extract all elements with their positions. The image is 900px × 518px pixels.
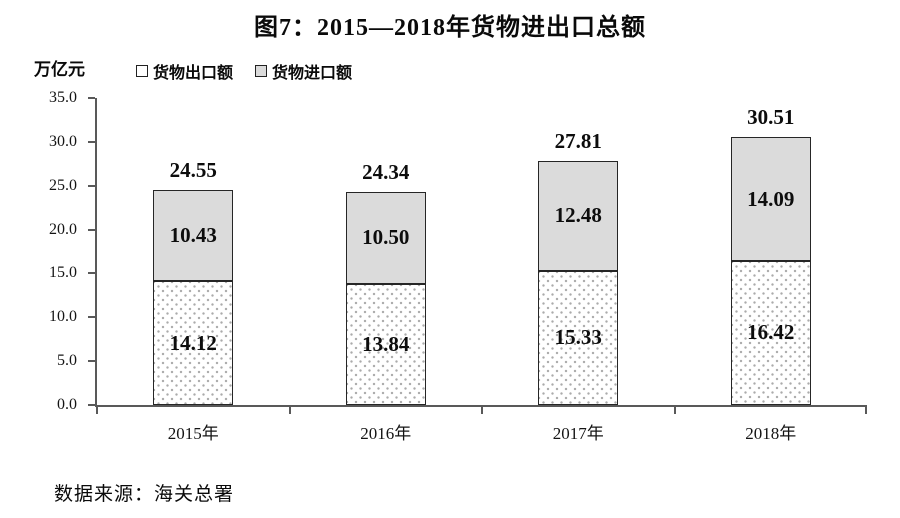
chart-title: 图7：2015—2018年货物进出口总额	[254, 15, 646, 41]
bar-2016年: 10.50 13.84	[345, 191, 426, 405]
total-value-2017年: 27.81	[554, 129, 602, 154]
segment-export-value: 15.33	[554, 325, 602, 350]
x-axis-tick	[673, 407, 676, 414]
y-axis-tick	[88, 97, 95, 99]
bar-2017年: 12.48 15.33	[538, 161, 619, 405]
segment-export-2015年: 14.12	[153, 281, 234, 405]
x-axis-label-2018年: 2018年	[745, 424, 797, 443]
plot-area: 35.0 30.0 25.0 20.0 15.0 10.0 5.0 0.0 10.43 14.12…	[49, 89, 867, 443]
y-axis-tick	[88, 228, 95, 231]
segment-import-2015年: 10.43	[153, 189, 234, 282]
y-axis-tick-label: 35.0	[49, 89, 77, 106]
x-axis-label-2015年: 2015年	[167, 424, 219, 443]
segment-export-value: 14.12	[169, 330, 217, 355]
segment-export-2016年: 13.84	[345, 283, 426, 405]
legend-swatch-import-icon	[255, 65, 268, 77]
segment-import-value: 10.50	[362, 225, 410, 250]
y-axis-tick	[88, 184, 95, 187]
y-axis-tick	[88, 140, 95, 143]
segment-import-2018年: 14.09	[730, 137, 811, 261]
x-axis-tick	[481, 407, 483, 414]
segment-export-value: 16.42	[747, 320, 795, 345]
segment-import-value: 12.48	[554, 203, 602, 228]
y-axis-tick-label: 15.0	[49, 264, 77, 282]
legend-label-export: 货物出口额	[153, 65, 234, 82]
bar-2015年: 10.43 14.12	[153, 189, 234, 405]
x-axis-tick	[96, 407, 98, 414]
y-axis-tick-label: 0.0	[57, 396, 77, 413]
y-axis-tick	[88, 272, 95, 275]
y-axis-unit-label: 万亿元	[34, 60, 85, 79]
segment-import-value: 10.43	[169, 222, 217, 247]
y-axis-tick-label: 25.0	[49, 176, 77, 194]
segment-import-2017年: 12.48	[538, 161, 619, 271]
x-axis-label-2016年: 2016年	[360, 424, 412, 443]
x-axis-label-2017年: 2017年	[552, 424, 604, 443]
y-axis-tick-label: 30.0	[49, 132, 77, 150]
legend-item-export: 货物出口额	[136, 59, 233, 83]
y-axis-tick	[88, 404, 95, 406]
legend-label-import: 货物进口额	[272, 65, 353, 82]
data-source-note: 数据来源：海关总署	[54, 484, 235, 505]
segment-export-value: 13.84	[362, 331, 410, 356]
x-axis-tick	[288, 407, 291, 414]
y-axis-tick-label: 5.0	[57, 352, 77, 370]
legend-item-import: 货物进口额	[255, 59, 352, 83]
segment-export-2018年: 16.42	[730, 260, 811, 405]
y-axis-tick	[88, 316, 95, 319]
y-axis-tick-label: 20.0	[49, 220, 77, 238]
y-axis-tick-label: 10.0	[49, 308, 77, 326]
total-value-2018年: 30.51	[747, 105, 795, 130]
total-value-2015年: 24.55	[169, 157, 217, 182]
segment-import-2016年: 10.50	[345, 191, 426, 284]
x-axis-tick	[865, 407, 867, 414]
y-axis-tick	[88, 360, 95, 363]
segment-export-2017年: 15.33	[538, 270, 619, 405]
total-value-2016年: 24.34	[362, 159, 410, 184]
segment-import-value: 14.09	[747, 186, 795, 211]
chart-legend: 货物出口额 货物进口额	[136, 59, 352, 83]
legend-swatch-export-icon	[136, 65, 148, 77]
bar-2018年: 14.09 16.42	[730, 137, 811, 405]
